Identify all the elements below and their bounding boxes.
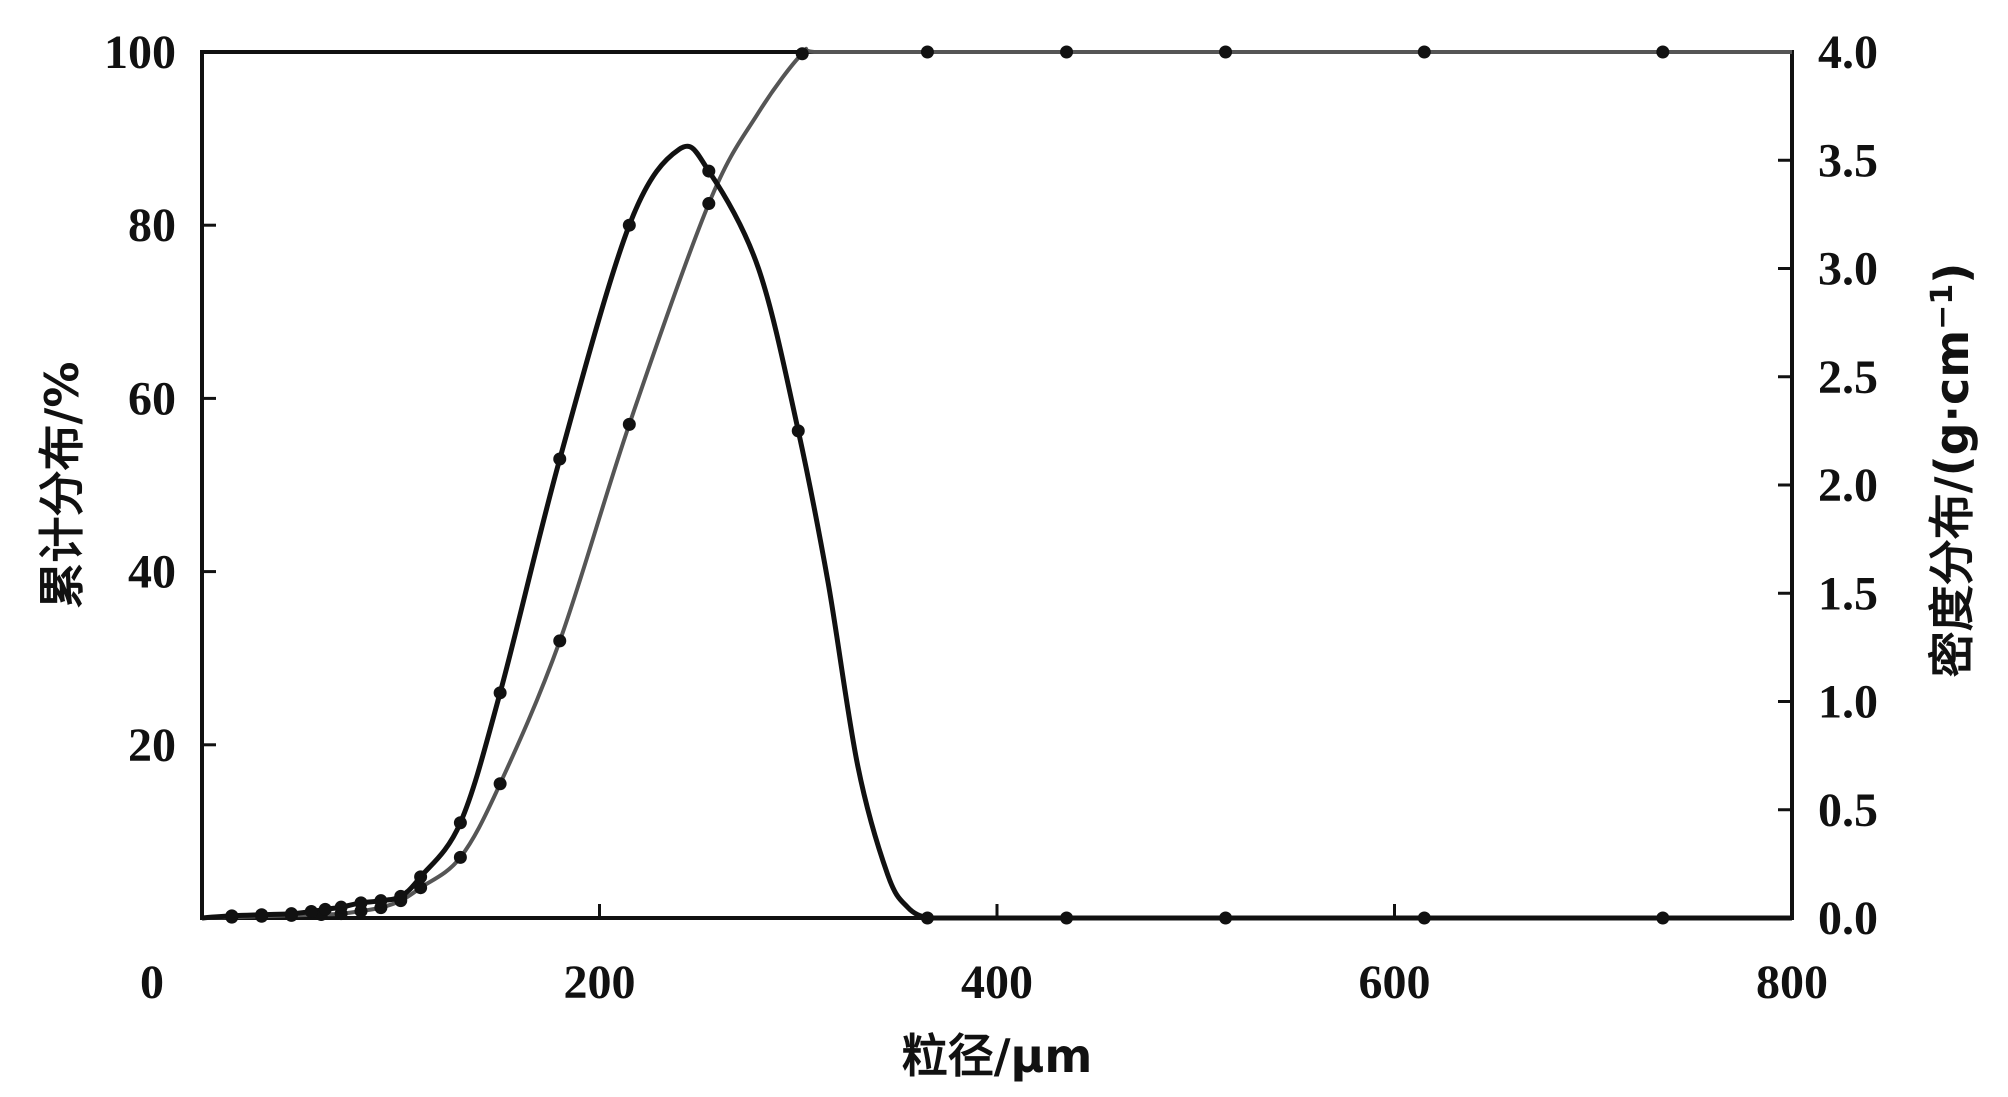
series-marker	[1219, 45, 1233, 59]
y-left-tick-label: 40	[128, 546, 176, 599]
y-right-axis-ticks: 0.0 0.5 1.0 1.5 2.0 2.5 3.0 3.5 4.0	[1778, 26, 1878, 945]
series-marker	[374, 894, 388, 908]
y-left-tick-label: 60	[128, 372, 176, 425]
series-marker	[493, 686, 507, 700]
series-marker	[1219, 911, 1233, 925]
y-right-tick-label: 3.0	[1818, 243, 1878, 296]
series-density	[201, 143, 1792, 925]
y-right-axis-label-sup: −1	[1925, 284, 1960, 330]
series-marker	[1060, 911, 1074, 925]
x-tick-label: 200	[564, 956, 636, 1009]
series-marker	[795, 47, 809, 61]
x-tick-label: 600	[1359, 956, 1431, 1009]
series-marker	[553, 452, 567, 466]
series-layer	[201, 45, 1792, 925]
series-line	[201, 143, 1792, 921]
y-right-tick-label: 0.0	[1818, 892, 1878, 945]
series-marker	[1060, 45, 1074, 59]
series-marker	[702, 197, 716, 211]
y-right-tick-label: 4.0	[1818, 26, 1878, 79]
series-marker	[1656, 45, 1670, 59]
series-marker	[304, 905, 318, 919]
series-marker	[318, 902, 332, 916]
series-marker	[920, 911, 934, 925]
series-marker	[394, 889, 408, 903]
series-marker	[702, 164, 716, 178]
x-axis-label: 粒径/μm	[902, 1029, 1093, 1083]
series-cumulative	[201, 45, 1792, 924]
y-right-axis-label-main: 密度分布/(g·cm	[1925, 330, 1979, 677]
x-tick-label: 400	[961, 956, 1033, 1009]
series-marker	[1417, 911, 1431, 925]
y-right-tick-label: 3.5	[1818, 134, 1878, 187]
series-marker	[553, 634, 567, 648]
series-marker	[334, 900, 348, 914]
y-right-tick-label: 1.5	[1818, 567, 1878, 620]
series-marker	[920, 45, 934, 59]
x-tick-label: 0	[140, 956, 164, 1009]
y-right-tick-label: 0.5	[1818, 784, 1878, 837]
series-marker	[453, 816, 467, 830]
series-marker	[225, 909, 239, 923]
series-marker	[791, 424, 805, 438]
y-right-tick-label: 2.5	[1818, 351, 1878, 404]
plot-frame	[200, 50, 1794, 920]
series-marker	[1417, 45, 1431, 59]
series-marker	[284, 907, 298, 921]
series-marker	[453, 850, 467, 864]
y-left-axis-ticks: 20 40 60 80 100	[104, 26, 216, 772]
y-right-tick-label: 2.0	[1818, 459, 1878, 512]
y-right-axis-label-close: )	[1925, 263, 1979, 284]
x-axis-ticks: 0 200 400 600 800	[140, 904, 1828, 1009]
x-tick-label: 800	[1756, 956, 1828, 1009]
series-marker	[622, 417, 636, 431]
series-marker	[1656, 911, 1670, 925]
y-right-tick-label: 1.0	[1818, 676, 1878, 729]
series-marker	[622, 218, 636, 232]
series-line	[201, 46, 1792, 920]
y-left-tick-label: 80	[128, 199, 176, 252]
y-right-axis-label: 密度分布/(g·cm−1)	[1925, 263, 1979, 677]
series-marker	[354, 896, 368, 910]
series-marker	[255, 908, 269, 922]
series-marker	[414, 870, 428, 884]
series-marker	[493, 777, 507, 791]
y-left-tick-label: 100	[104, 26, 176, 79]
y-left-tick-label: 20	[128, 719, 176, 772]
y-left-axis-label: 累计分布/%	[35, 362, 89, 609]
